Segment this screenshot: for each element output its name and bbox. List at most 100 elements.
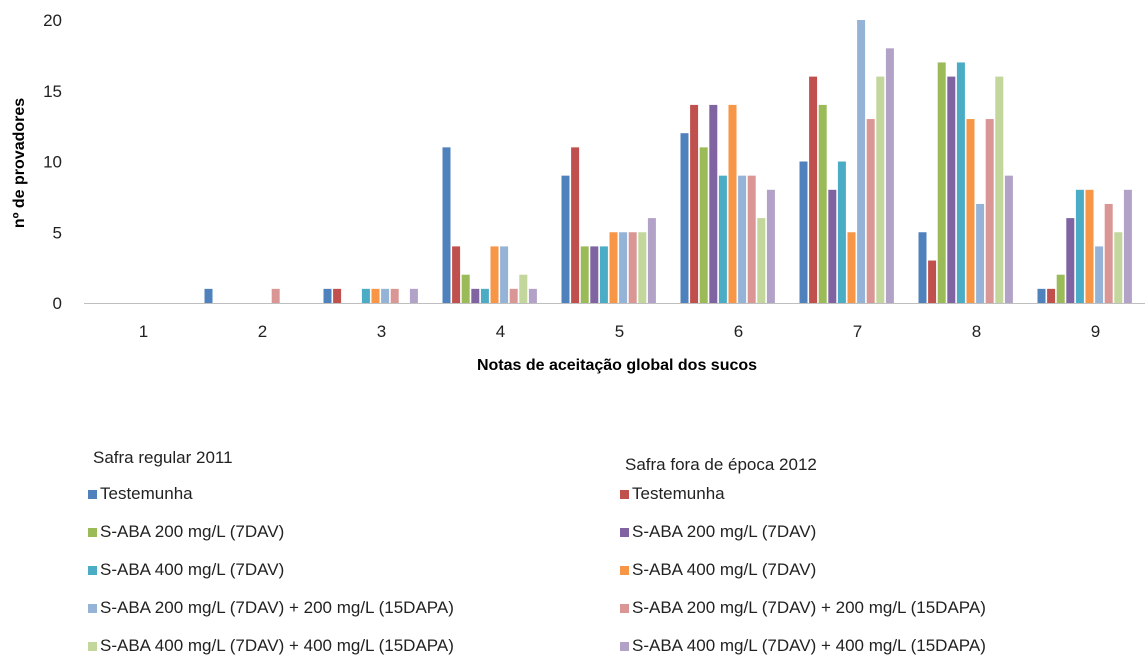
legend-swatch: [88, 527, 97, 537]
x-tick-label: 1: [139, 322, 148, 341]
bar-2012-s1-cat8: [928, 260, 937, 303]
bar-2012-s3-cat5: [609, 232, 618, 303]
bar-2012-s2-cat9: [1066, 218, 1075, 303]
bar-2012-s5-cat3: [409, 288, 418, 303]
bar-2012-s4-cat9: [1104, 203, 1113, 303]
bar-2012-s4-cat4: [509, 288, 518, 303]
legend-item: Testemunha: [620, 484, 725, 504]
y-tick-label: 10: [43, 153, 62, 172]
bar-2011-s2-cat7: [818, 104, 827, 304]
bar-2011-s1-cat6: [680, 133, 689, 303]
bar-2012-s3-cat6: [728, 104, 737, 304]
bar-2012-s2-cat8: [947, 76, 956, 303]
bar-2012-s5-cat8: [1004, 175, 1013, 303]
bar-2012-s5-cat6: [766, 189, 775, 303]
x-tick-label: 2: [258, 322, 267, 341]
legend-group-title: Safra fora de época 2012: [625, 455, 817, 474]
y-tick-label: 15: [43, 82, 62, 101]
legend-item: S-ABA 200 mg/L (7DAV): [88, 522, 284, 542]
legend-label: S-ABA 400 mg/L (7DAV): [100, 560, 285, 579]
bar-2012-s3-cat7: [847, 232, 856, 303]
legend-swatch: [88, 565, 97, 575]
legend-swatch: [620, 489, 629, 499]
bar-2012-s4-cat2: [271, 288, 280, 303]
legend-item: S-ABA 400 mg/L (7DAV): [620, 560, 816, 580]
bar-2012-s5-cat7: [885, 48, 894, 303]
bar-2011-s5-cat6: [757, 218, 766, 303]
legend-label: Testemunha: [632, 484, 725, 503]
legend-label: S-ABA 200 mg/L (7DAV): [100, 522, 285, 541]
legend-label: S-ABA 400 mg/L (7DAV): [632, 560, 817, 579]
x-axis-ticks: 1 2 3 4 5 6 7 8 9: [139, 322, 1100, 341]
bar-2012-s2-cat7: [828, 189, 837, 303]
bar-2012-s1-cat5: [571, 147, 580, 303]
bar-2012-s5-cat4: [528, 288, 537, 303]
bar-2012-s4-cat8: [985, 119, 994, 303]
bar-2011-s5-cat7: [876, 76, 885, 303]
bar-2012-s3-cat3: [371, 288, 380, 303]
legend-item: S-ABA 400 mg/L (7DAV) + 400 mg/L (15DAPA…: [620, 636, 986, 656]
bar-chart: 0 5 10 15 20 1 2 3 4 5 6 7 8 9 Notas de aceitação gl…: [11, 11, 1145, 374]
legend-item: S-ABA 400 mg/L (7DAV): [88, 560, 284, 580]
bar-2011-s3-cat9: [1075, 189, 1084, 303]
bar-2011-s5-cat8: [995, 76, 1004, 303]
bar-2012-s1-cat7: [809, 76, 818, 303]
bar-2011-s2-cat5: [580, 246, 589, 303]
bar-2012-s5-cat5: [647, 218, 656, 303]
legend-item: Testemunha: [88, 484, 193, 504]
bar-2011-s1-cat2: [204, 288, 213, 303]
x-tick-label: 8: [972, 322, 981, 341]
bar-2011-s4-cat4: [500, 246, 509, 303]
bar-2011-s4-cat6: [738, 175, 747, 303]
bar-2012-s4-cat3: [390, 288, 399, 303]
bar-2011-s4-cat7: [857, 20, 866, 303]
y-tick-label: 20: [43, 11, 62, 30]
x-tick-label: 3: [377, 322, 386, 341]
bar-2011-s1-cat7: [799, 161, 808, 303]
bar-2011-s4-cat3: [381, 288, 390, 303]
bar-2012-s5-cat9: [1123, 189, 1132, 303]
bar-2011-s1-cat9: [1037, 288, 1046, 303]
x-tick-label: 5: [615, 322, 624, 341]
bar-2011-s3-cat7: [837, 161, 846, 303]
bars: [204, 20, 1132, 304]
legend-group-title: Safra regular 2011: [93, 448, 233, 467]
legend-item: S-ABA 400 mg/L (7DAV) + 400 mg/L (15DAPA…: [88, 636, 454, 656]
x-axis-title: Notas de aceitação global dos sucos: [477, 357, 757, 374]
bar-2012-s1-cat9: [1047, 288, 1056, 303]
bar-2012-s1-cat3: [333, 288, 342, 303]
y-axis-ticks: 0 5 10 15 20: [43, 11, 62, 313]
legend-label: S-ABA 400 mg/L (7DAV) + 400 mg/L (15DAPA…: [632, 636, 986, 655]
legend-label: S-ABA 200 mg/L (7DAV) + 200 mg/L (15DAPA…: [632, 598, 986, 617]
legend-swatch: [620, 565, 629, 575]
y-tick-label: 0: [53, 294, 62, 313]
bar-2011-s5-cat5: [638, 232, 647, 303]
bar-2011-s2-cat9: [1056, 274, 1065, 303]
legend-item: S-ABA 200 mg/L (7DAV) + 200 mg/L (15DAPA…: [620, 598, 986, 618]
x-tick-label: 6: [734, 322, 743, 341]
legend-swatch: [620, 527, 629, 537]
x-tick-label: 9: [1091, 322, 1100, 341]
legend-swatch: [620, 641, 629, 651]
bar-2012-s3-cat8: [966, 119, 975, 303]
bar-2012-s1-cat4: [452, 246, 461, 303]
legend-swatch: [88, 641, 97, 651]
legend-label: Testemunha: [100, 484, 193, 503]
bar-2012-s2-cat6: [709, 104, 718, 304]
bar-2012-s4-cat6: [747, 175, 756, 303]
bar-2011-s2-cat6: [699, 147, 708, 303]
x-tick-label: 7: [853, 322, 862, 341]
bar-2011-s2-cat8: [937, 62, 946, 304]
bar-2011-s5-cat4: [519, 274, 528, 303]
bar-2012-s1-cat6: [690, 104, 699, 304]
legend-item: S-ABA 200 mg/L (7DAV): [620, 522, 816, 542]
bar-2012-s3-cat9: [1085, 189, 1094, 303]
y-axis-title: nº de provadores: [11, 98, 28, 228]
bar-2011-s1-cat5: [561, 175, 570, 303]
bar-2011-s4-cat8: [976, 203, 985, 303]
legend-swatch: [88, 489, 97, 499]
legend-label: S-ABA 200 mg/L (7DAV): [632, 522, 817, 541]
legend-item: S-ABA 200 mg/L (7DAV) + 200 mg/L (15DAPA…: [88, 598, 454, 618]
legend-label: S-ABA 200 mg/L (7DAV) + 200 mg/L (15DAPA…: [100, 598, 454, 617]
bar-2012-s4-cat7: [866, 119, 875, 303]
